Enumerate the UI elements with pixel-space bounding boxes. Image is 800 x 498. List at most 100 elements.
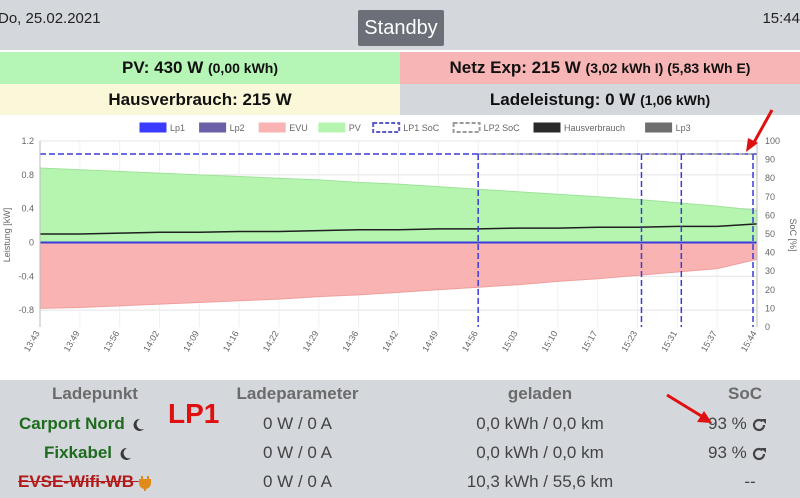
y-tick-label: 0 <box>29 237 34 247</box>
moon-icon <box>133 418 144 431</box>
time-label: 15:44 <box>762 10 800 27</box>
x-tick-label: 14:29 <box>301 329 321 354</box>
y2-tick-label: 10 <box>765 303 775 313</box>
annotation-lp1-label: LP1 <box>168 398 220 429</box>
y-axis-title: Leistung [kW] <box>2 208 12 263</box>
legend-swatch <box>139 122 167 133</box>
x-tick-label: 15:17 <box>579 329 599 354</box>
x-tick-label: 14:22 <box>261 329 281 354</box>
legend-label: Lp1 <box>170 123 185 133</box>
chargepoint-name-label: Fixkabel <box>44 443 113 462</box>
legend-swatch <box>258 122 286 133</box>
chargepoint-params: 0 W / 0 A <box>263 414 332 433</box>
header-ladeparameter: Ladeparameter <box>236 384 359 403</box>
y2-tick-label: 80 <box>765 173 775 183</box>
x-tick-label: 14:02 <box>141 329 161 354</box>
y2-tick-label: 100 <box>765 136 780 146</box>
moon-icon <box>120 447 131 460</box>
x-tick-label: 14:49 <box>420 329 440 354</box>
soc-value: 93 % <box>708 443 747 462</box>
chargepoint-name-carport-nord[interactable]: Carport Nord <box>19 414 146 434</box>
chargepoint-charged: 0,0 kWh / 0,0 km <box>476 443 604 462</box>
date-label: Do, 25.02.2021 <box>0 10 101 27</box>
chargepoint-charged: 10,3 kWh / 55,6 km <box>466 472 614 491</box>
chargepoint-name-evse-wifi-wb[interactable]: EVSE-Wifi-WB <box>18 472 151 492</box>
legend-label: Hausverbrauch <box>564 123 625 133</box>
pv-sub-text: (0,00 kWh) <box>207 60 278 76</box>
chargepoint-soc: 93 % <box>708 443 788 463</box>
chargepoint-name-fixkabel[interactable]: Fixkabel <box>44 443 133 463</box>
x-tick-label: 13:56 <box>101 329 121 354</box>
refresh-icon[interactable] <box>751 417 767 433</box>
legend-swatch <box>372 122 401 133</box>
x-tick-label: 14:56 <box>460 329 480 354</box>
y2-tick-label: 0 <box>765 322 770 332</box>
y-tick-label: -0.4 <box>18 271 34 281</box>
refresh-icon[interactable] <box>751 446 767 462</box>
power-chart-svg: Lp1 Lp2 EVU PV LP1 SoC LP2 SoC Hausverbrauch Lp… <box>2 122 798 354</box>
y2-tick-label: 40 <box>765 248 775 258</box>
pv-main-text: PV: 430 W <box>121 58 204 77</box>
chargepoint-params: 0 W / 0 A <box>263 472 332 491</box>
chargepoint-params: 0 W / 0 A <box>263 443 332 462</box>
x-tick-label: 15:10 <box>540 329 560 354</box>
x-tick-label: 13:49 <box>62 329 82 354</box>
soc-value: 93 % <box>708 414 747 433</box>
chargepoint-charged: 0,0 kWh / 0,0 km <box>476 414 604 433</box>
y2-tick-label: 30 <box>765 266 775 276</box>
x-tick-label: 15:03 <box>500 329 520 354</box>
x-tick-label: 14:42 <box>380 329 400 354</box>
x-tick-label: 14:16 <box>221 329 241 354</box>
y-tick-label: -0.8 <box>18 305 34 315</box>
legend-label: Lp3 <box>676 123 691 133</box>
chargepoint-soc: -- <box>744 472 756 491</box>
header-geladen: geladen <box>507 384 573 403</box>
x-tick-label: 13:43 <box>22 329 42 354</box>
legend-label: LP2 SoC <box>484 123 521 133</box>
y2-tick-label: 90 <box>765 155 775 165</box>
grid-export-status: Netz Exp: 215 W (3,02 kWh I) (5,83 kWh E… <box>400 52 800 84</box>
x-tick-label: 15:44 <box>739 329 759 354</box>
y-tick-label: 1.2 <box>21 136 34 146</box>
annotation-arrow-chart <box>746 109 774 152</box>
legend-label: Lp2 <box>230 123 245 133</box>
y2-tick-label: 60 <box>765 210 775 220</box>
mode-button-standby[interactable]: Standby <box>358 10 444 46</box>
legend-label: EVU <box>289 123 308 133</box>
chargepoint-name-label: Carport Nord <box>19 414 125 433</box>
y2-tick-label: 70 <box>765 192 775 202</box>
legend-swatch <box>645 122 673 133</box>
grid-sub-text: (3,02 kWh I) (5,83 kWh E) <box>585 60 751 76</box>
legend-swatch <box>199 122 227 133</box>
chargepoint-soc: 93 % <box>708 414 788 434</box>
house-main-text: Hausverbrauch: 215 W <box>108 90 292 109</box>
annotation-arrow-soc <box>666 393 712 423</box>
x-tick-label: 15:23 <box>619 329 639 354</box>
charge-sub-text: (1,06 kWh) <box>640 92 711 108</box>
pv-area <box>39 167 758 243</box>
header-ladepunkt: Ladepunkt <box>52 384 138 403</box>
x-tick-label: 14:36 <box>340 329 360 354</box>
grid-main-text: Netz Exp: 215 W <box>449 58 581 77</box>
y2-axis-title: SoC [%] <box>788 218 798 251</box>
evu-area <box>39 241 758 309</box>
plug-icon <box>138 475 151 491</box>
legend-swatch <box>452 122 481 133</box>
power-chart[interactable]: Lp1 Lp2 EVU PV LP1 SoC LP2 SoC Hausverbrauch Lp… <box>0 115 800 380</box>
legend-swatch <box>318 122 346 133</box>
x-tick-label: 14:09 <box>181 329 201 354</box>
chargepoint-table <box>0 380 800 498</box>
legend-label: LP1 SoC <box>403 123 440 133</box>
y2-tick-label: 20 <box>765 285 775 295</box>
legend-label: PV <box>349 123 361 133</box>
pv-status: PV: 430 W (0,00 kWh) <box>0 52 400 84</box>
y-tick-label: 0.8 <box>21 170 34 180</box>
y-tick-label: 0.4 <box>21 204 34 214</box>
hausverbrauch-line <box>40 223 758 235</box>
house-consumption-status: Hausverbrauch: 215 W <box>0 84 400 116</box>
charge-main-text: Ladeleistung: 0 W <box>489 90 636 109</box>
header-soc: SoC <box>728 384 762 403</box>
legend-swatch <box>533 122 561 133</box>
y2-tick-label: 50 <box>765 229 775 239</box>
chargepoint-name-label: EVSE-Wifi-WB <box>18 472 135 491</box>
